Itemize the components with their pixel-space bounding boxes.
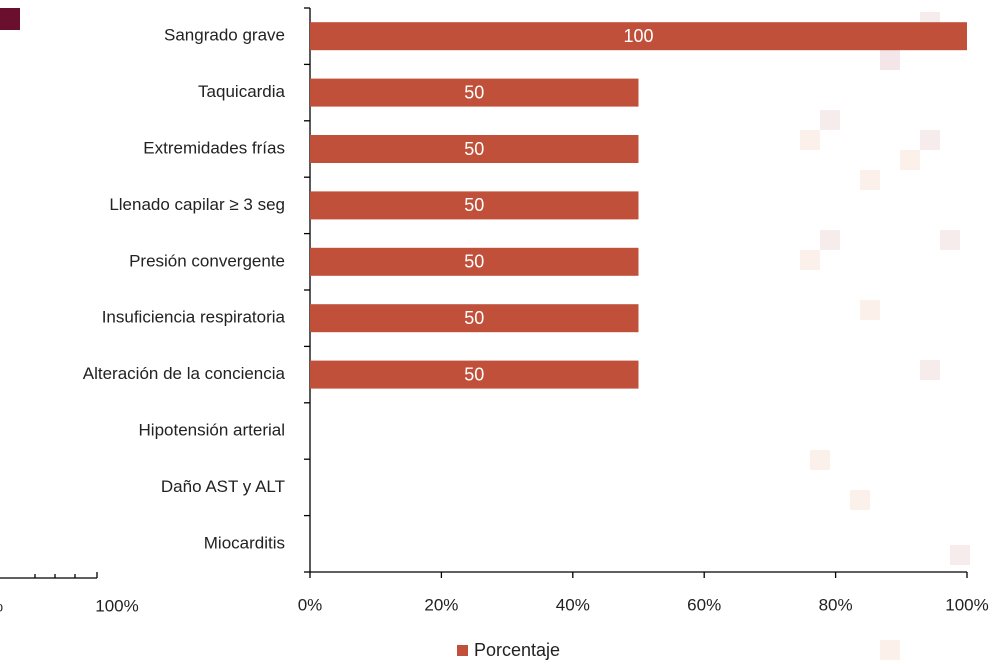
y-tick-label: Daño AST y ALT xyxy=(161,477,285,496)
data-label: 100 xyxy=(623,26,653,46)
data-label: 50 xyxy=(464,308,484,328)
y-tick-label: Alteración de la conciencia xyxy=(83,364,286,383)
fragment-legend-swatch xyxy=(0,8,20,30)
data-label: 50 xyxy=(464,195,484,215)
x-tick-label: 60% xyxy=(687,595,721,614)
y-tick-label: Sangrado grave xyxy=(164,26,285,45)
legend-label: Porcentaje xyxy=(474,640,560,660)
fragment-tick-label: 100% xyxy=(95,596,138,615)
data-label: 50 xyxy=(464,82,484,102)
y-tick-label: Miocarditis xyxy=(204,533,285,552)
fragment-tick-label: % xyxy=(0,596,3,615)
data-label: 50 xyxy=(464,252,484,272)
data-label: 50 xyxy=(464,139,484,159)
y-tick-label: Taquicardia xyxy=(198,82,285,101)
y-tick-label: Insuficiencia respiratoria xyxy=(102,308,286,327)
bar xyxy=(310,191,639,220)
bar xyxy=(310,22,967,51)
bar xyxy=(310,360,639,389)
bar xyxy=(310,304,639,333)
x-tick-label: 20% xyxy=(424,595,458,614)
x-tick-label: 80% xyxy=(819,595,853,614)
y-tick-label: Presión convergente xyxy=(129,251,285,270)
bar xyxy=(310,78,639,107)
legend-swatch xyxy=(457,645,468,656)
data-label: 50 xyxy=(464,364,484,384)
y-tick-label: Extremidades frías xyxy=(143,138,285,157)
x-tick-label: 0% xyxy=(298,595,323,614)
y-tick-label: Llenado capilar ≥ 3 seg xyxy=(109,195,285,214)
bar xyxy=(310,247,639,276)
background-pattern xyxy=(800,12,970,660)
bar xyxy=(310,135,639,163)
x-tick-label: 40% xyxy=(556,595,590,614)
x-tick-label: 100% xyxy=(945,595,988,614)
y-tick-label: Hipotensión arterial xyxy=(139,420,285,439)
